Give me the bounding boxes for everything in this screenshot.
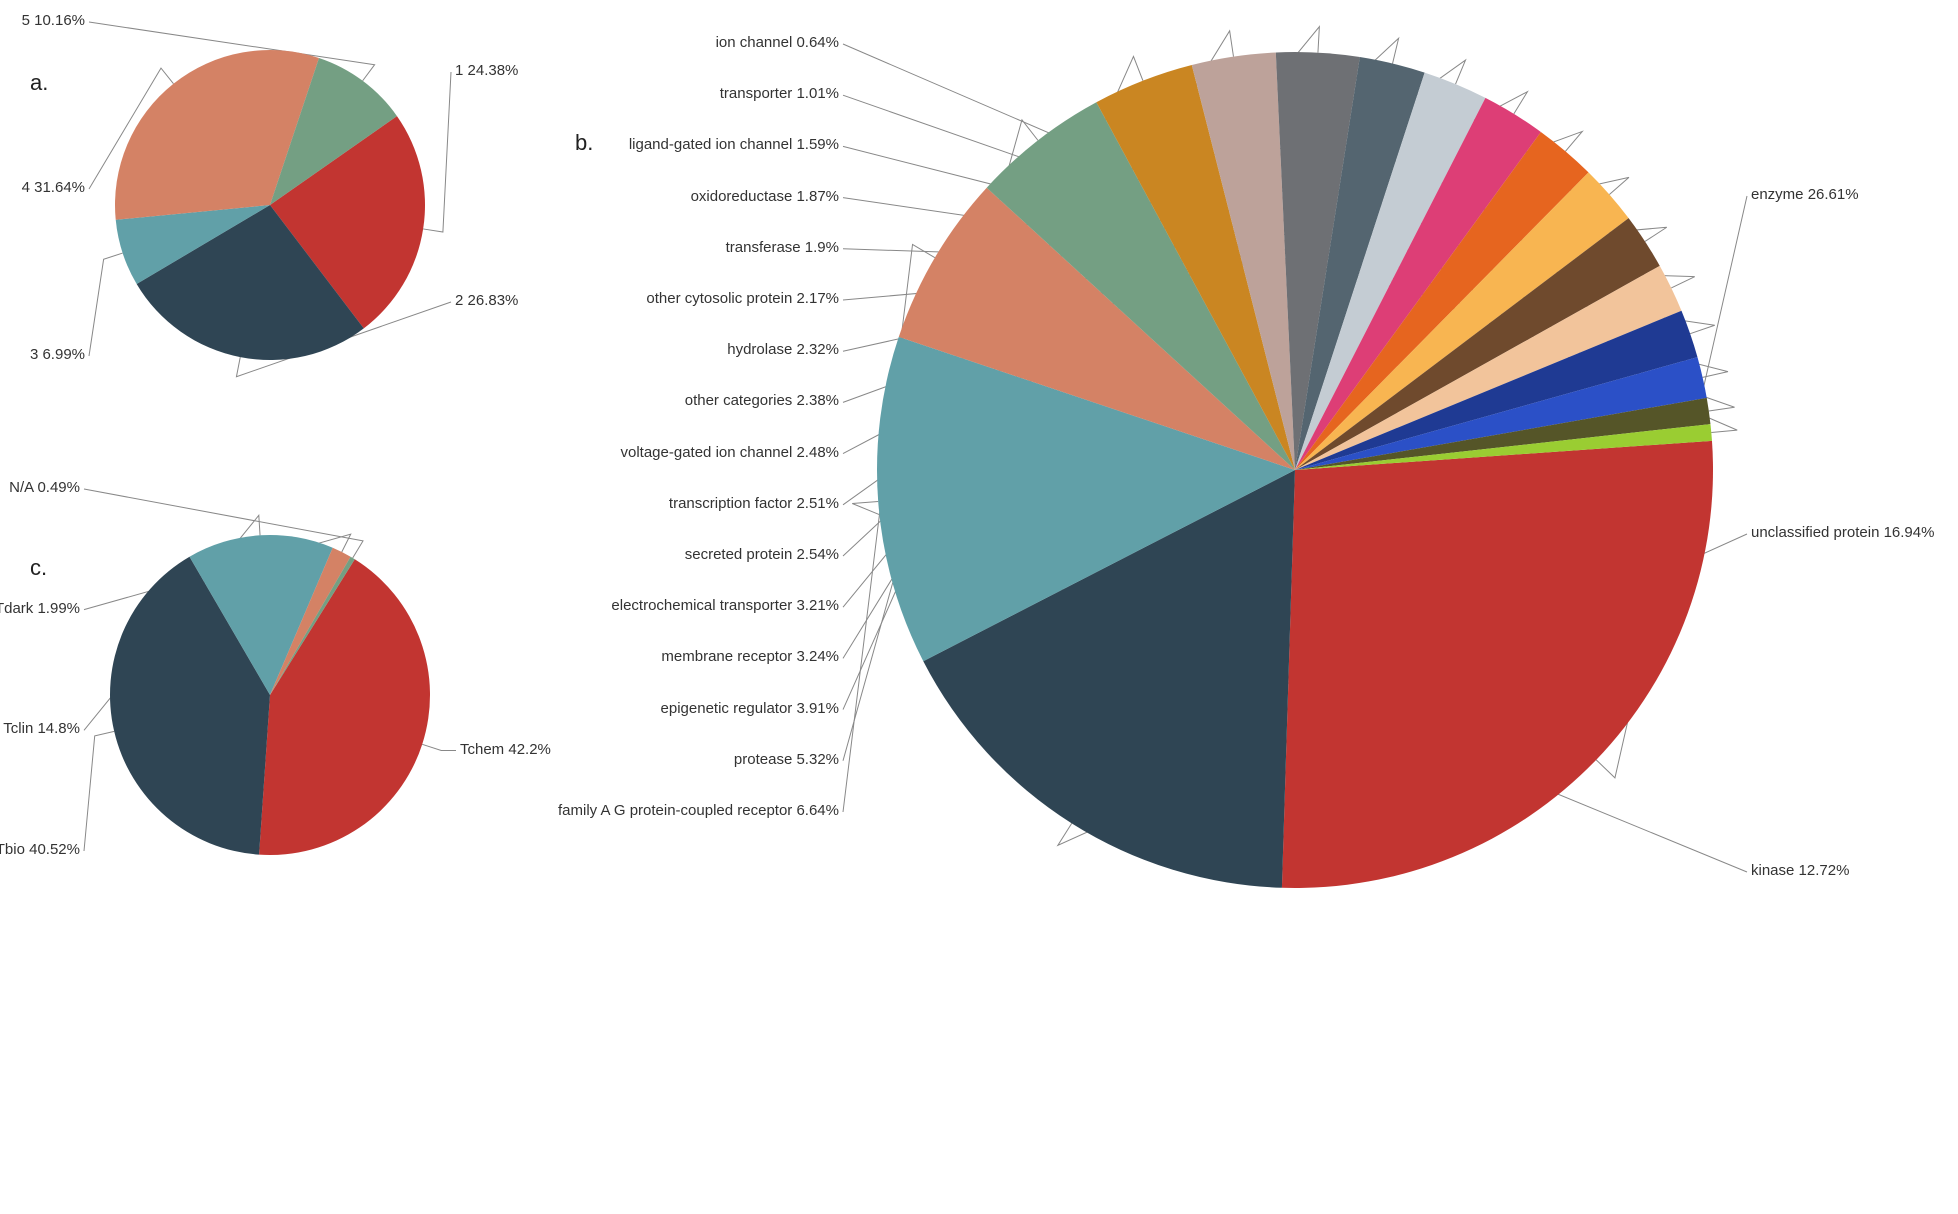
chart-b: family A G protein-coupled receptor 6.64… [551,0,1958,1214]
chart-c: Tbio 40.52%Tclin 14.8%Tdark 1.99%N/A 0.4… [0,215,750,1175]
leader-line [422,744,456,750]
pie-slice [1282,441,1713,888]
leader-line [423,72,451,232]
leader-line [84,731,114,851]
